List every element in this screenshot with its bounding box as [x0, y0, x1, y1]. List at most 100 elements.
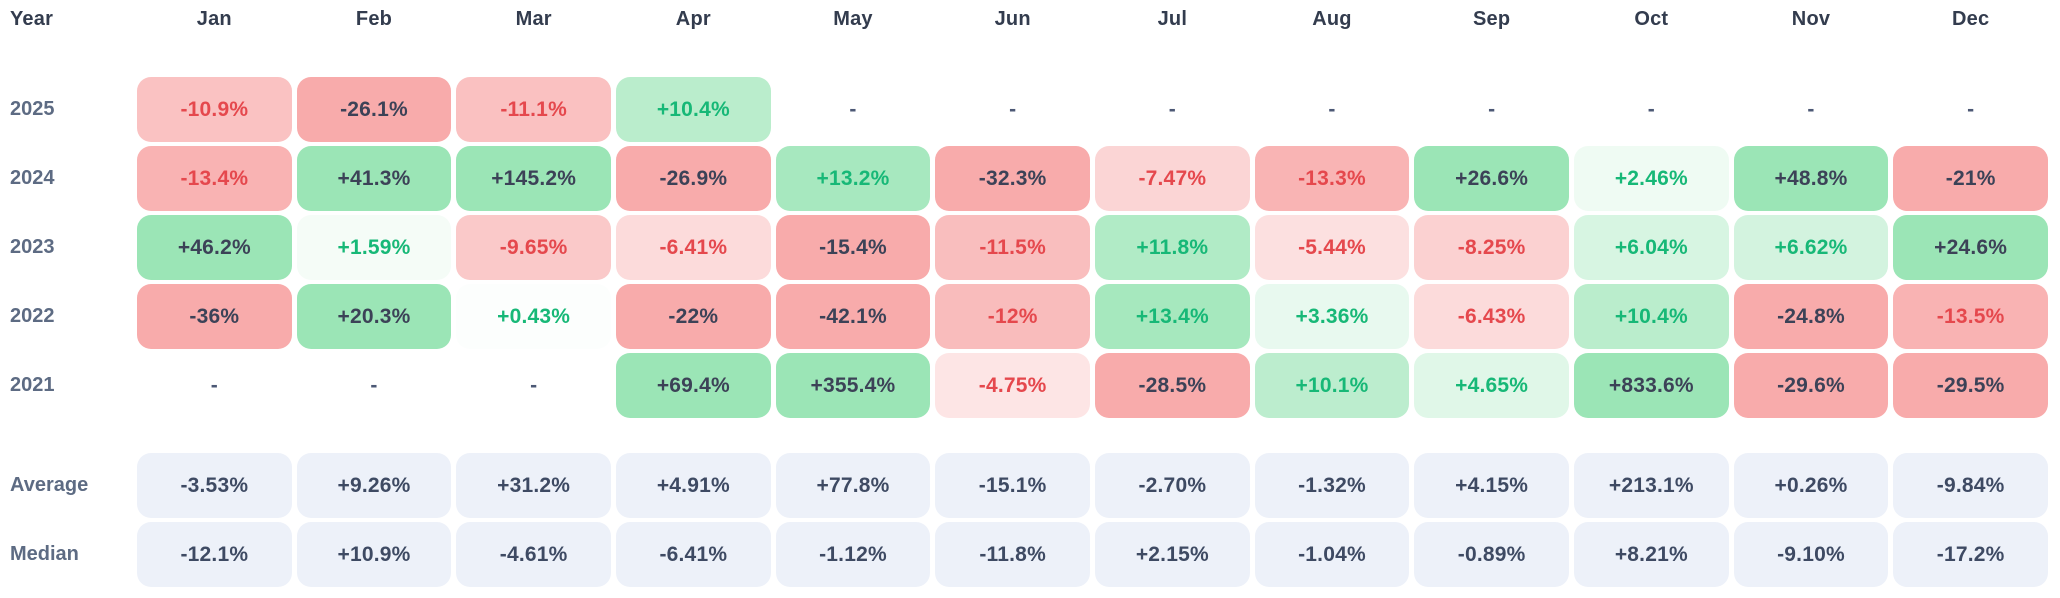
heatmap-cell: +46.2% — [137, 215, 292, 280]
heatmap-cell: +48.8% — [1733, 146, 1889, 211]
heatmap-cell: -13.5% — [1893, 284, 2048, 349]
heatmap-cell: +11.8% — [1095, 215, 1250, 280]
heatmap-cell: -13.4% — [137, 146, 292, 211]
heatmap-cell: +0.43% — [497, 304, 571, 328]
summary-cell: -3.53% — [137, 453, 292, 518]
heatmap-cell: +10.4% — [1574, 284, 1729, 349]
heatmap-cell: -11.5% — [935, 215, 1090, 280]
empty-cell: - — [1168, 97, 1176, 121]
summary-spacer — [8, 422, 2048, 449]
heatmap-cell: -29.5% — [1893, 353, 2048, 418]
heatmap-cell: +833.6% — [1574, 353, 1729, 418]
empty-cell: - — [1807, 97, 1815, 121]
heatmap-cell: +20.3% — [296, 284, 452, 349]
column-header-jun: Jun — [994, 8, 1031, 30]
summary-cell: +4.15% — [1414, 453, 1569, 518]
summary-cell: -1.32% — [1254, 453, 1410, 518]
heatmap-cell: +1.59% — [296, 215, 452, 280]
summary-cell: -1.12% — [775, 522, 931, 587]
summary-cell: -1.04% — [1254, 522, 1410, 587]
row-label-2024: 2024 — [10, 167, 55, 189]
heatmap-cell: -28.5% — [1095, 353, 1250, 418]
summary-cell: -0.89% — [1414, 522, 1569, 587]
column-header-sep: Sep — [1473, 8, 1511, 30]
summary-cell: +77.8% — [775, 453, 931, 518]
summary-cell: +10.9% — [296, 522, 452, 587]
heatmap-cell: -24.8% — [1733, 284, 1889, 349]
empty-cell: - — [370, 373, 378, 397]
heatmap-cell: -11.1% — [456, 77, 611, 142]
heatmap-cell: -4.75% — [935, 353, 1090, 418]
heatmap-cell: -21% — [1893, 146, 2048, 211]
heatmap-cell: +355.4% — [775, 353, 931, 418]
heatmap-cell: +41.3% — [296, 146, 452, 211]
heatmap-cell: -26.1% — [296, 77, 452, 142]
heatmap-cell: +10.1% — [1254, 353, 1410, 418]
heatmap-cell: +10.4% — [616, 77, 771, 142]
empty-cell: - — [1647, 97, 1655, 121]
summary-cell: -9.10% — [1733, 522, 1889, 587]
heatmap-cell: +13.4% — [1095, 284, 1250, 349]
heatmap-cell: +26.6% — [1414, 146, 1569, 211]
empty-cell: - — [1967, 97, 1975, 121]
row-label-2025: 2025 — [10, 98, 55, 120]
heatmap-cell: -8.25% — [1414, 215, 1569, 280]
heatmap-cell: -29.6% — [1733, 353, 1889, 418]
summary-cell: -9.84% — [1893, 453, 2048, 518]
summary-cell: +2.15% — [1095, 522, 1250, 587]
column-header-apr: Apr — [675, 8, 711, 30]
heatmap-cell: +4.65% — [1414, 353, 1569, 418]
summary-cell: +31.2% — [456, 453, 611, 518]
year-column-header: Year — [10, 8, 54, 30]
summary-cell: -12.1% — [137, 522, 292, 587]
summary-cell: +9.26% — [296, 453, 452, 518]
heatmap-cell: -42.1% — [775, 284, 931, 349]
heatmap-cell: -13.3% — [1254, 146, 1410, 211]
heatmap-cell: +24.6% — [1893, 215, 2048, 280]
heatmap-cell: +6.04% — [1574, 215, 1729, 280]
summary-cell: -17.2% — [1893, 522, 2048, 587]
empty-cell: - — [849, 97, 857, 121]
heatmap-cell: -22% — [616, 284, 771, 349]
summary-cell: -11.8% — [935, 522, 1090, 587]
empty-cell: - — [210, 373, 218, 397]
heatmap-grid: Year Jan Feb Mar Apr May Jun Jul Aug Sep… — [8, 0, 2048, 587]
empty-cell: - — [1009, 97, 1017, 121]
heatmap-cell: +6.62% — [1733, 215, 1889, 280]
header-spacer — [8, 42, 2048, 73]
heatmap-cell: -32.3% — [935, 146, 1090, 211]
row-label-average: Average — [10, 474, 89, 496]
empty-cell: - — [1328, 97, 1336, 121]
row-label-median: Median — [10, 543, 79, 565]
heatmap-cell: +69.4% — [616, 353, 771, 418]
row-label-2021: 2021 — [10, 374, 55, 396]
summary-cell: -4.61% — [456, 522, 611, 587]
heatmap-cell: +3.36% — [1254, 284, 1410, 349]
summary-cell: -6.41% — [616, 522, 771, 587]
column-header-aug: Aug — [1312, 8, 1352, 30]
row-label-2023: 2023 — [10, 236, 55, 258]
heatmap-cell: -36% — [137, 284, 292, 349]
heatmap-cell: -7.47% — [1095, 146, 1250, 211]
heatmap-cell: -6.41% — [616, 215, 771, 280]
heatmap-cell: -12% — [935, 284, 1090, 349]
column-header-oct: Oct — [1634, 8, 1669, 30]
heatmap-cell: +13.2% — [775, 146, 931, 211]
summary-cell: +8.21% — [1574, 522, 1729, 587]
heatmap-cell: -5.44% — [1254, 215, 1410, 280]
heatmap-cell: -6.43% — [1414, 284, 1569, 349]
summary-cell: -2.70% — [1095, 453, 1250, 518]
column-header-jan: Jan — [196, 8, 232, 30]
heatmap-cell: +145.2% — [456, 146, 611, 211]
row-label-2022: 2022 — [10, 305, 55, 327]
heatmap-cell: -15.4% — [775, 215, 931, 280]
heatmap-cell: -9.65% — [456, 215, 611, 280]
summary-cell: +0.26% — [1733, 453, 1889, 518]
heatmap-cell: -10.9% — [137, 77, 292, 142]
heatmap-cell: +2.46% — [1574, 146, 1729, 211]
column-header-jul: Jul — [1157, 8, 1188, 30]
column-header-mar: Mar — [515, 8, 552, 30]
summary-cell: -15.1% — [935, 453, 1090, 518]
column-header-feb: Feb — [355, 8, 393, 30]
